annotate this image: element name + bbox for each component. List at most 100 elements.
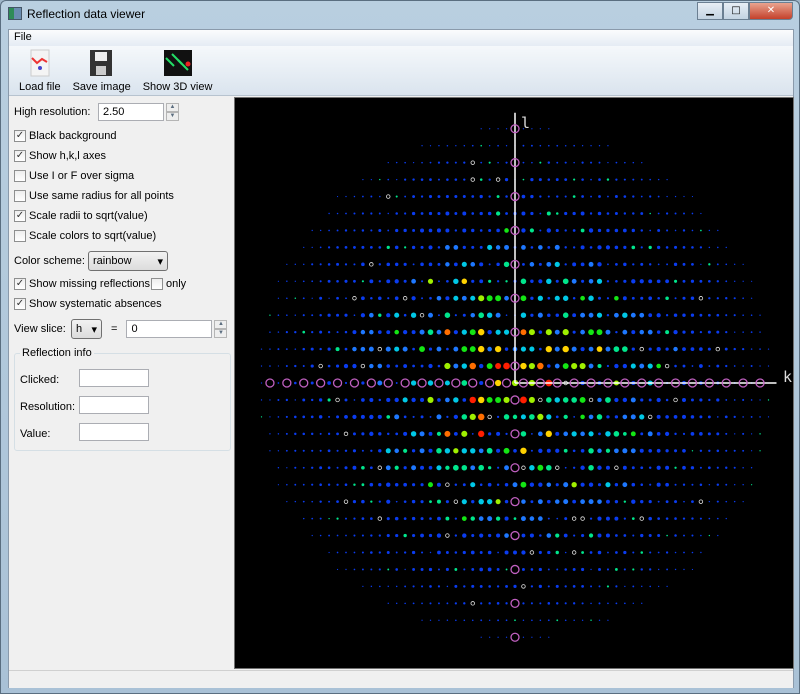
scale-radii-checkbox[interactable]: ✓ Scale radii to sqrt(value): [14, 210, 148, 222]
reflection-point: [615, 534, 618, 537]
reflection-plot[interactable]: l k: [235, 98, 793, 668]
reflection-point: [530, 296, 534, 300]
load-file-button[interactable]: Load file: [13, 46, 67, 95]
slice-value-spinner[interactable]: ▲ ▼: [214, 320, 228, 338]
color-scheme-select[interactable]: rainbow ▾: [88, 251, 168, 271]
reflection-point: [470, 262, 476, 267]
reflection-point: [538, 448, 543, 453]
reflection-point: [453, 295, 459, 301]
close-button[interactable]: ✕: [749, 2, 793, 20]
same-radius-checkbox[interactable]: Use same radius for all points: [14, 190, 174, 202]
high-resolution-spinner[interactable]: ▲ ▼: [166, 103, 179, 121]
reflection-point: [344, 347, 348, 351]
reflection-point: [352, 330, 357, 335]
reflection-point: [539, 195, 542, 198]
systematic-absence: [265, 378, 275, 388]
reflection-viewer[interactable]: l k: [234, 97, 794, 669]
reflection-point: [631, 245, 636, 250]
reflection-point: [428, 262, 433, 267]
reflection-point: [530, 194, 534, 199]
reflection-point: [639, 448, 644, 453]
reflection-point: [353, 212, 356, 215]
reflection-point: [343, 363, 349, 369]
show-missing-checkbox[interactable]: ✓ Show missing reflections: [14, 278, 151, 290]
reflection-point: [512, 414, 518, 420]
reflection-point: [504, 347, 509, 351]
reflection-point: [462, 245, 466, 250]
reflection-point: [580, 211, 585, 216]
reflection-point: [607, 145, 609, 147]
reflection-point: [404, 585, 407, 588]
show-3d-view-button[interactable]: Show 3D view: [137, 46, 219, 95]
checkbox-checked: ✓: [14, 130, 26, 142]
black-background-checkbox[interactable]: ✓ Black background: [14, 130, 117, 142]
slice-axis-select[interactable]: h ▾: [71, 319, 102, 339]
reflection-point: [547, 517, 550, 520]
reflection-point: [395, 212, 398, 215]
reflection-point: [461, 499, 467, 505]
reflection-point: [716, 398, 720, 402]
systematic-absence: [569, 378, 579, 388]
slice-value-input[interactable]: 0: [126, 320, 213, 338]
reflection-point: [538, 262, 542, 266]
reflection-point: [361, 280, 364, 283]
clicked-field[interactable]: [79, 369, 149, 387]
reflection-point: [725, 246, 727, 249]
reflection-point: [454, 517, 457, 520]
reflection-point: [539, 212, 542, 215]
i-over-sigma-checkbox[interactable]: Use I or F over sigma: [14, 170, 134, 182]
reflection-point: [529, 346, 535, 352]
reflection-point: [605, 499, 610, 504]
reflection-point: [691, 551, 694, 554]
reflection-point: [699, 432, 703, 436]
reflection-point: [639, 312, 645, 318]
save-image-button[interactable]: Save image: [67, 46, 137, 95]
value-field[interactable]: [79, 423, 149, 441]
reflection-point: [598, 432, 601, 436]
show-axes-checkbox[interactable]: ✓ Show h,k,l axes: [14, 150, 107, 162]
systematic-absence: [510, 463, 520, 473]
reflection-point: [471, 432, 474, 435]
reflection-point: [394, 448, 399, 454]
reflection-point: [691, 534, 694, 537]
reflection-point: [597, 397, 602, 403]
reflection-point: [454, 551, 458, 554]
reflection-point: [648, 296, 653, 301]
reflection-point: [470, 312, 476, 318]
reflection-point: [411, 330, 416, 335]
minimize-button[interactable]: ▁: [697, 2, 723, 20]
reflection-point: [404, 195, 407, 198]
reflection-point: [454, 602, 457, 605]
reflection-point: [353, 483, 356, 486]
only-checkbox[interactable]: only: [151, 278, 186, 290]
scale-colors-checkbox[interactable]: Scale colors to sqrt(value): [14, 230, 156, 242]
reflection-point: [386, 415, 391, 419]
reflection-point: [277, 433, 280, 435]
reflection-point: [504, 465, 509, 471]
reflection-point: [445, 516, 450, 521]
reflection-point: [370, 449, 373, 452]
missing-reflection: [419, 312, 425, 318]
reflection-point: [649, 178, 652, 181]
reflection-point: [733, 466, 736, 469]
reflection-point: [386, 279, 391, 284]
reflection-point: [563, 482, 569, 488]
reflection-point: [588, 448, 594, 454]
reflection-point: [562, 329, 569, 336]
reflection-point: [613, 346, 620, 352]
reflection-point: [428, 347, 433, 351]
reflection-point: [555, 483, 559, 487]
show-absences-checkbox[interactable]: ✓ Show systematic absences: [14, 298, 162, 310]
reflection-point: [454, 161, 457, 164]
reflection-point: [455, 619, 457, 622]
reflection-point: [438, 280, 440, 283]
resolution-field[interactable]: [79, 396, 149, 414]
menu-file[interactable]: File: [14, 31, 32, 43]
reflection-point: [378, 263, 382, 266]
reflection-point: [615, 280, 618, 283]
reflection-point: [396, 178, 398, 181]
reflection-point: [336, 313, 340, 317]
reflection-point: [716, 297, 719, 300]
maximize-button[interactable]: □: [723, 2, 749, 20]
high-resolution-input[interactable]: 2.50: [98, 103, 164, 121]
